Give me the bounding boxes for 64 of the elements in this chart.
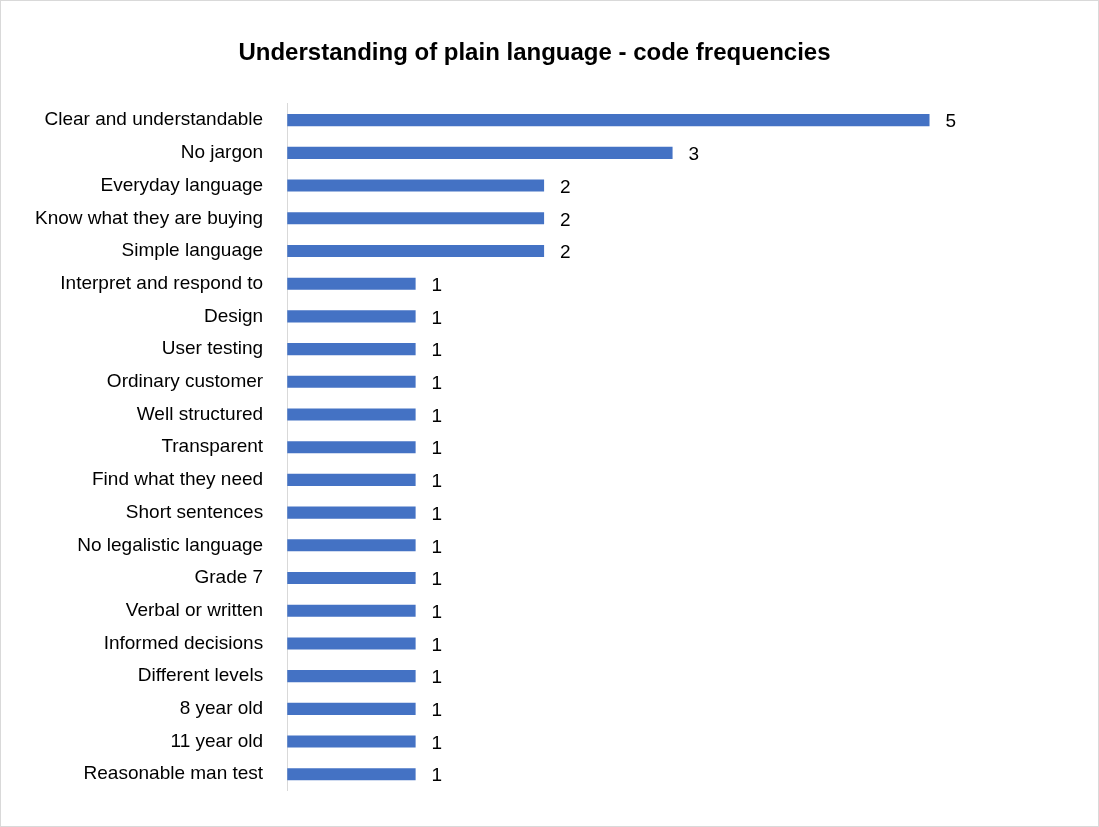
y-tick-label: Different levels (137, 664, 264, 686)
y-tick-label: Verbal or written (125, 598, 264, 620)
y-tick-label: Everyday language (100, 173, 264, 195)
y-tick-label: Short sentences (125, 500, 264, 522)
data-label: 1 (431, 372, 443, 394)
y-tick-label: 11 year old (170, 729, 264, 751)
y-tick-label: No jargon (180, 141, 264, 163)
bar (287, 343, 416, 356)
data-label: 1 (431, 764, 443, 786)
y-tick-label: Grade 7 (194, 566, 264, 588)
bar (287, 670, 416, 683)
data-label: 1 (431, 273, 443, 295)
data-label: 2 (560, 241, 571, 263)
data-label: 2 (560, 175, 571, 197)
y-tick-label: No legalistic language (77, 533, 264, 555)
chart-title: Understanding of plain language - code frequencies (238, 38, 831, 66)
bar (287, 244, 545, 258)
bar (287, 146, 673, 159)
bar (287, 768, 416, 781)
data-label: 1 (431, 502, 443, 524)
y-tick-label: Find what they need (92, 468, 264, 490)
data-label: 1 (431, 633, 443, 655)
bar (287, 441, 416, 454)
data-label: 1 (431, 339, 443, 361)
bar (287, 539, 416, 552)
bar (287, 310, 416, 323)
y-tick-label: 8 year old (179, 697, 264, 719)
bar (287, 571, 416, 585)
y-tick-label: Interpret and respond to (60, 271, 264, 293)
data-label: 1 (431, 470, 443, 492)
data-label: 1 (431, 699, 443, 721)
y-tick-label: User testing (161, 337, 264, 359)
bar (287, 114, 930, 127)
y-tick-label: Design (203, 304, 264, 326)
data-label: 1 (431, 535, 443, 557)
bar (287, 637, 416, 650)
data-label: 1 (431, 731, 443, 753)
data-label: 1 (431, 600, 443, 622)
y-tick-label: Transparent (161, 435, 264, 457)
y-tick-label: Ordinary customer (106, 370, 264, 392)
bar (287, 604, 416, 617)
bar (287, 702, 416, 715)
bar (287, 179, 545, 192)
bar (287, 277, 416, 290)
data-label: 1 (431, 404, 443, 426)
y-tick-label: Reasonable man test (83, 762, 264, 784)
bar (287, 408, 416, 421)
bar (287, 212, 545, 225)
data-label: 1 (431, 568, 443, 590)
data-label: 5 (945, 110, 957, 132)
y-tick-label: Clear and understandable (44, 108, 264, 130)
bar (287, 473, 416, 486)
data-label: 3 (688, 143, 700, 165)
data-label: 1 (431, 306, 443, 328)
data-label: 1 (431, 666, 443, 688)
data-label: 1 (431, 437, 443, 459)
y-tick-label: Well structured (136, 402, 264, 424)
y-tick-label: Informed decisions (103, 631, 264, 653)
y-tick-label: Know what they are buying (35, 206, 264, 228)
bar (287, 506, 416, 519)
y-tick-label: Simple language (121, 239, 264, 261)
bar (287, 375, 416, 388)
bar (287, 735, 416, 748)
data-label: 2 (560, 208, 571, 230)
